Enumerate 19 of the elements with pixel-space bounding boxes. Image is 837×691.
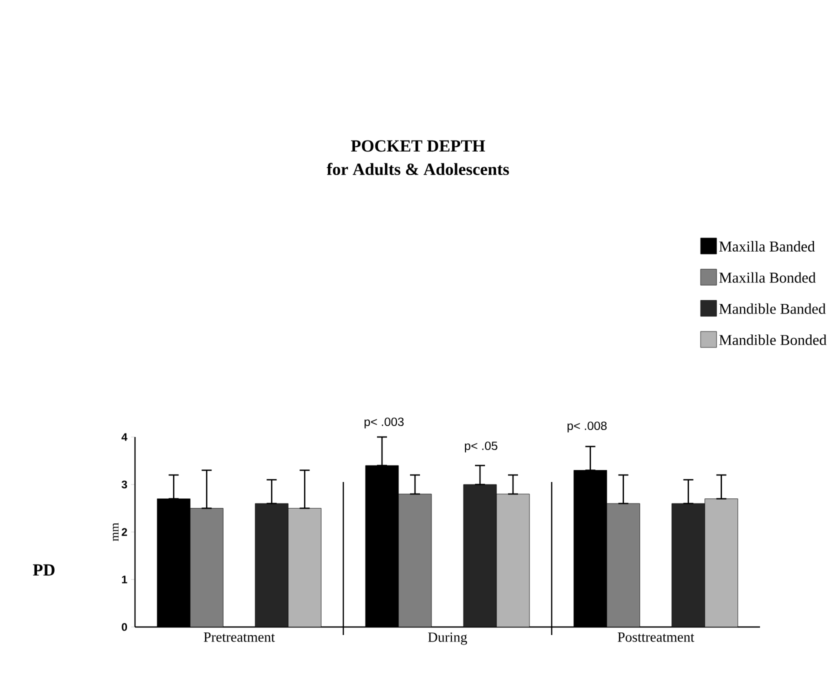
text: PD — [32, 564, 55, 576]
chart-title: POCKET DEPTH — [351, 140, 486, 152]
chart-subtitle: for Adults & Adolescents — [326, 162, 509, 176]
legend-label: Maxilla Bonded — [719, 272, 816, 283]
x-tick-label: Pretreatment — [204, 632, 275, 642]
legend-label: Maxilla Banded — [719, 241, 815, 252]
y-tick-label: 4 — [122, 433, 128, 441]
legend-label: Mandible Banded — [719, 303, 826, 314]
annotation: p< .05 — [464, 442, 498, 452]
text: p< .008 — [568, 422, 607, 432]
y-tick-label: 3 — [122, 480, 128, 488]
x-tick-label: During — [428, 632, 468, 645]
legend-label: Mandible Bonded — [719, 334, 827, 346]
y-tick-label: 2 — [122, 528, 128, 536]
y-tick-label: 0 — [122, 623, 128, 631]
y-tick-label: 1 — [122, 576, 128, 584]
y-axis-title: mm — [112, 522, 118, 542]
x-tick-label: Posttreatment — [618, 632, 694, 642]
text: p< .003 — [364, 418, 404, 428]
